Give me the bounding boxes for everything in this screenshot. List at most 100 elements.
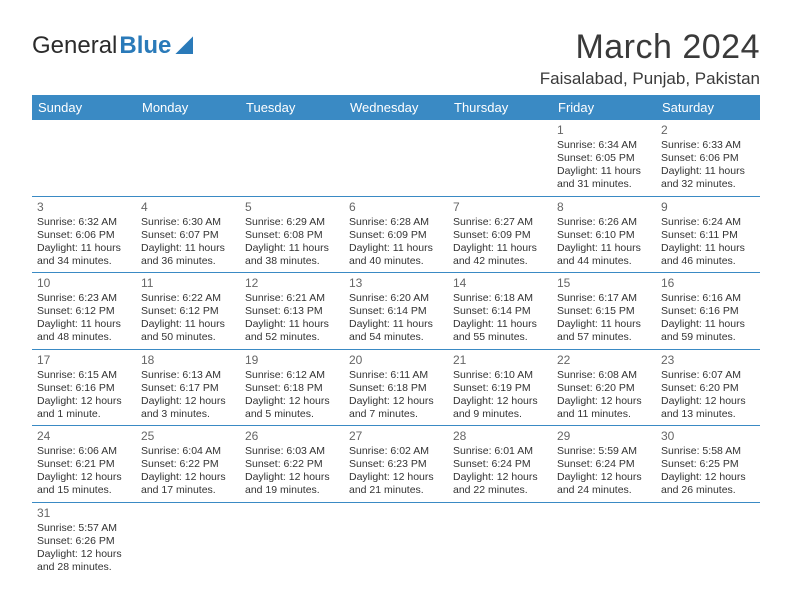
sunset-text: Sunset: 6:13 PM (245, 305, 339, 318)
sunset-text: Sunset: 6:23 PM (349, 458, 443, 471)
daylight-text: and 55 minutes. (453, 331, 547, 344)
sunrise-text: Sunrise: 6:16 AM (661, 292, 755, 305)
daylight-text: Daylight: 11 hours (557, 165, 651, 178)
calendar-cell: 27Sunrise: 6:02 AMSunset: 6:23 PMDayligh… (344, 426, 448, 503)
day-number: 5 (245, 200, 339, 215)
sunrise-text: Sunrise: 6:10 AM (453, 369, 547, 382)
daylight-text: Daylight: 12 hours (37, 395, 131, 408)
daylight-text: and 57 minutes. (557, 331, 651, 344)
day-number: 1 (557, 123, 651, 138)
daylight-text: and 48 minutes. (37, 331, 131, 344)
day-number: 8 (557, 200, 651, 215)
page-header: GeneralBlue March 2024 Faisalabad, Punja… (32, 28, 760, 89)
calendar-cell: 14Sunrise: 6:18 AMSunset: 6:14 PMDayligh… (448, 273, 552, 350)
daylight-text: and 7 minutes. (349, 408, 443, 421)
daylight-text: and 44 minutes. (557, 255, 651, 268)
daylight-text: Daylight: 11 hours (245, 242, 339, 255)
calendar-cell: 17Sunrise: 6:15 AMSunset: 6:16 PMDayligh… (32, 349, 136, 426)
daylight-text: Daylight: 12 hours (557, 471, 651, 484)
day-number: 28 (453, 429, 547, 444)
calendar-cell: 2Sunrise: 6:33 AMSunset: 6:06 PMDaylight… (656, 120, 760, 196)
flag-icon (175, 36, 193, 54)
daylight-text: Daylight: 12 hours (453, 395, 547, 408)
calendar-cell: 31Sunrise: 5:57 AMSunset: 6:26 PMDayligh… (32, 502, 136, 578)
daylight-text: Daylight: 12 hours (453, 471, 547, 484)
sunset-text: Sunset: 6:10 PM (557, 229, 651, 242)
sunset-text: Sunset: 6:11 PM (661, 229, 755, 242)
sunset-text: Sunset: 6:24 PM (557, 458, 651, 471)
daylight-text: Daylight: 11 hours (557, 318, 651, 331)
sunset-text: Sunset: 6:26 PM (37, 535, 131, 548)
calendar-cell (240, 502, 344, 578)
day-number: 24 (37, 429, 131, 444)
sunrise-text: Sunrise: 6:24 AM (661, 216, 755, 229)
sunset-text: Sunset: 6:18 PM (349, 382, 443, 395)
sunset-text: Sunset: 6:12 PM (141, 305, 235, 318)
daylight-text: and 9 minutes. (453, 408, 547, 421)
day-number: 22 (557, 353, 651, 368)
daylight-text: and 38 minutes. (245, 255, 339, 268)
sunrise-text: Sunrise: 6:03 AM (245, 445, 339, 458)
daylight-text: Daylight: 11 hours (661, 242, 755, 255)
sunrise-text: Sunrise: 6:26 AM (557, 216, 651, 229)
sunrise-text: Sunrise: 6:21 AM (245, 292, 339, 305)
day-number: 17 (37, 353, 131, 368)
daylight-text: Daylight: 11 hours (141, 318, 235, 331)
calendar-week-row: 31Sunrise: 5:57 AMSunset: 6:26 PMDayligh… (32, 502, 760, 578)
sunset-text: Sunset: 6:20 PM (661, 382, 755, 395)
daylight-text: Daylight: 12 hours (661, 471, 755, 484)
daylight-text: Daylight: 12 hours (141, 471, 235, 484)
calendar-cell: 3Sunrise: 6:32 AMSunset: 6:06 PMDaylight… (32, 196, 136, 273)
day-number: 7 (453, 200, 547, 215)
daylight-text: and 5 minutes. (245, 408, 339, 421)
calendar-cell: 29Sunrise: 5:59 AMSunset: 6:24 PMDayligh… (552, 426, 656, 503)
calendar-cell: 9Sunrise: 6:24 AMSunset: 6:11 PMDaylight… (656, 196, 760, 273)
calendar-cell: 13Sunrise: 6:20 AMSunset: 6:14 PMDayligh… (344, 273, 448, 350)
day-number: 10 (37, 276, 131, 291)
calendar-cell (448, 502, 552, 578)
daylight-text: Daylight: 11 hours (453, 242, 547, 255)
weekday-header: Tuesday (240, 95, 344, 120)
sunrise-text: Sunrise: 6:11 AM (349, 369, 443, 382)
day-number: 15 (557, 276, 651, 291)
sunset-text: Sunset: 6:14 PM (453, 305, 547, 318)
sunrise-text: Sunrise: 6:20 AM (349, 292, 443, 305)
daylight-text: and 46 minutes. (661, 255, 755, 268)
sunrise-text: Sunrise: 6:22 AM (141, 292, 235, 305)
daylight-text: Daylight: 11 hours (245, 318, 339, 331)
calendar-cell: 6Sunrise: 6:28 AMSunset: 6:09 PMDaylight… (344, 196, 448, 273)
sunset-text: Sunset: 6:14 PM (349, 305, 443, 318)
calendar-cell (136, 502, 240, 578)
sunset-text: Sunset: 6:15 PM (557, 305, 651, 318)
daylight-text: and 31 minutes. (557, 178, 651, 191)
sunrise-text: Sunrise: 5:57 AM (37, 522, 131, 535)
calendar-cell: 20Sunrise: 6:11 AMSunset: 6:18 PMDayligh… (344, 349, 448, 426)
calendar-week-row: 10Sunrise: 6:23 AMSunset: 6:12 PMDayligh… (32, 273, 760, 350)
daylight-text: and 54 minutes. (349, 331, 443, 344)
sunset-text: Sunset: 6:25 PM (661, 458, 755, 471)
sunrise-text: Sunrise: 6:32 AM (37, 216, 131, 229)
location: Faisalabad, Punjab, Pakistan (540, 69, 760, 89)
day-number: 14 (453, 276, 547, 291)
daylight-text: and 52 minutes. (245, 331, 339, 344)
sunset-text: Sunset: 6:09 PM (453, 229, 547, 242)
sunset-text: Sunset: 6:16 PM (37, 382, 131, 395)
sunset-text: Sunset: 6:08 PM (245, 229, 339, 242)
calendar-cell: 7Sunrise: 6:27 AMSunset: 6:09 PMDaylight… (448, 196, 552, 273)
sunrise-text: Sunrise: 6:15 AM (37, 369, 131, 382)
daylight-text: and 13 minutes. (661, 408, 755, 421)
sunset-text: Sunset: 6:05 PM (557, 152, 651, 165)
calendar-cell: 25Sunrise: 6:04 AMSunset: 6:22 PMDayligh… (136, 426, 240, 503)
logo-text-2: Blue (119, 32, 171, 60)
sunrise-text: Sunrise: 6:29 AM (245, 216, 339, 229)
sunrise-text: Sunrise: 6:33 AM (661, 139, 755, 152)
calendar-week-row: 3Sunrise: 6:32 AMSunset: 6:06 PMDaylight… (32, 196, 760, 273)
sunrise-text: Sunrise: 5:59 AM (557, 445, 651, 458)
daylight-text: Daylight: 12 hours (37, 548, 131, 561)
day-number: 4 (141, 200, 235, 215)
daylight-text: Daylight: 11 hours (349, 242, 443, 255)
day-number: 27 (349, 429, 443, 444)
sunset-text: Sunset: 6:06 PM (661, 152, 755, 165)
sunset-text: Sunset: 6:19 PM (453, 382, 547, 395)
daylight-text: and 42 minutes. (453, 255, 547, 268)
